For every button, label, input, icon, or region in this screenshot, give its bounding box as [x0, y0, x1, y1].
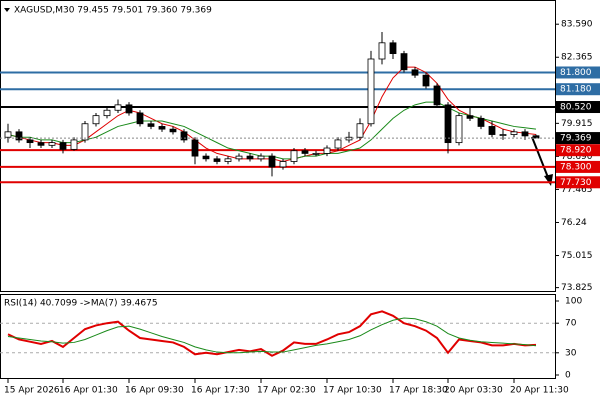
rsi-frame: [0, 294, 556, 379]
x-tick-label: 16 Apr 09:30: [125, 386, 184, 396]
candle-body: [158, 126, 166, 130]
current-price-label: 79.369: [560, 134, 592, 144]
candle-body: [37, 142, 45, 146]
candle-body: [92, 115, 100, 125]
candle-body: [510, 131, 518, 135]
candle-body: [312, 153, 320, 155]
candle-body: [147, 123, 155, 127]
candle-body: [114, 104, 122, 111]
level-label-box: [556, 66, 600, 79]
trend-arrow: [531, 136, 550, 181]
candle-body: [279, 161, 287, 168]
rsi-line: [7, 317, 537, 354]
y-tick-label: 76.24: [561, 218, 587, 228]
x-tick-label: 15 Apr 2026: [4, 386, 60, 396]
x-tick-label: 16 Apr 01:30: [59, 386, 118, 396]
y-tick-label: 30: [565, 348, 577, 358]
candle-body: [48, 142, 56, 146]
y-tick-label: 83.590: [561, 20, 593, 30]
candle-body: [301, 150, 309, 154]
rsi-title: RSI(14) 40.7099 ->MA(7) 39.4675: [4, 299, 158, 309]
candle-body: [411, 69, 419, 76]
candle-body: [81, 123, 89, 141]
y-tick-label: 79.915: [561, 119, 593, 129]
candle-body: [488, 126, 496, 135]
candle-body: [466, 115, 474, 119]
current-price-box: [556, 132, 600, 145]
candle-body: [103, 109, 111, 117]
candle-body: [202, 155, 210, 160]
candle-body: [444, 104, 452, 144]
y-tick-label: 73.825: [561, 283, 593, 293]
x-tick-label: 17 Apr 02:30: [257, 386, 316, 396]
candle-body: [180, 131, 188, 141]
level-label: 78.300: [560, 162, 592, 172]
y-tick-label: 75.015: [561, 251, 593, 261]
candle-body: [367, 58, 375, 125]
candle-body: [268, 155, 276, 168]
level-label: 80.520: [560, 103, 592, 113]
candle-body: [4, 131, 12, 138]
candle-body: [70, 139, 78, 150]
candle-body: [323, 147, 331, 154]
price-title: XAGUSD,M30 79.455 79.501 79.360 79.369: [14, 6, 212, 16]
candle-body: [378, 42, 386, 60]
candle-body: [191, 139, 199, 157]
level-label: 78.920: [560, 146, 592, 156]
level-label-box: [556, 176, 600, 189]
x-tick-label: 17 Apr 10:30: [323, 386, 382, 396]
price-frame: [0, 0, 556, 292]
candle-body: [290, 150, 298, 162]
collapse-icon: [4, 8, 10, 12]
candle-body: [125, 104, 133, 114]
candle-body: [257, 155, 265, 160]
level-label: 81.800: [560, 68, 592, 78]
x-tick-label: 20 Apr 11:30: [510, 386, 569, 396]
y-tick-label: 0: [565, 371, 571, 381]
moving-average: [7, 66, 537, 163]
y-tick-label: 77.465: [561, 185, 593, 195]
y-tick-label: 82.365: [561, 53, 593, 63]
candle-body: [356, 123, 364, 138]
candle-body: [345, 136, 353, 141]
level-label-box: [556, 83, 600, 96]
level-label-box: [556, 160, 600, 173]
candle-body: [400, 53, 408, 71]
candle-body: [26, 139, 34, 144]
candle-body: [213, 158, 221, 162]
level-label: 77.730: [560, 178, 592, 188]
candle-body: [169, 128, 177, 133]
candle-body: [455, 115, 463, 144]
x-tick-label: 20 Apr 03:30: [444, 386, 503, 396]
level-label: 81.180: [560, 85, 592, 95]
x-tick-label: 17 Apr 18:30: [389, 386, 448, 396]
y-tick-label: 70: [565, 319, 577, 329]
rsi-line: [7, 310, 537, 357]
y-tick-label: 78.690: [561, 152, 593, 162]
candle-body: [389, 42, 397, 55]
candle-body: [499, 134, 507, 136]
candle-body: [224, 158, 232, 162]
candle-body: [235, 155, 243, 160]
candle-body: [521, 131, 529, 137]
x-tick-label: 16 Apr 17:30: [191, 386, 250, 396]
level-label-box: [556, 101, 600, 114]
candle-body: [433, 85, 441, 106]
candle-body: [422, 74, 430, 87]
candle-body: [246, 155, 254, 160]
candle-body: [334, 139, 342, 149]
candle-body: [15, 131, 23, 141]
arrow-head: [544, 174, 553, 186]
candle-body: [59, 142, 67, 150]
level-label-box: [556, 144, 600, 157]
candle-body: [477, 117, 485, 127]
y-tick-label: 100: [565, 297, 582, 307]
candle-body: [136, 112, 144, 125]
